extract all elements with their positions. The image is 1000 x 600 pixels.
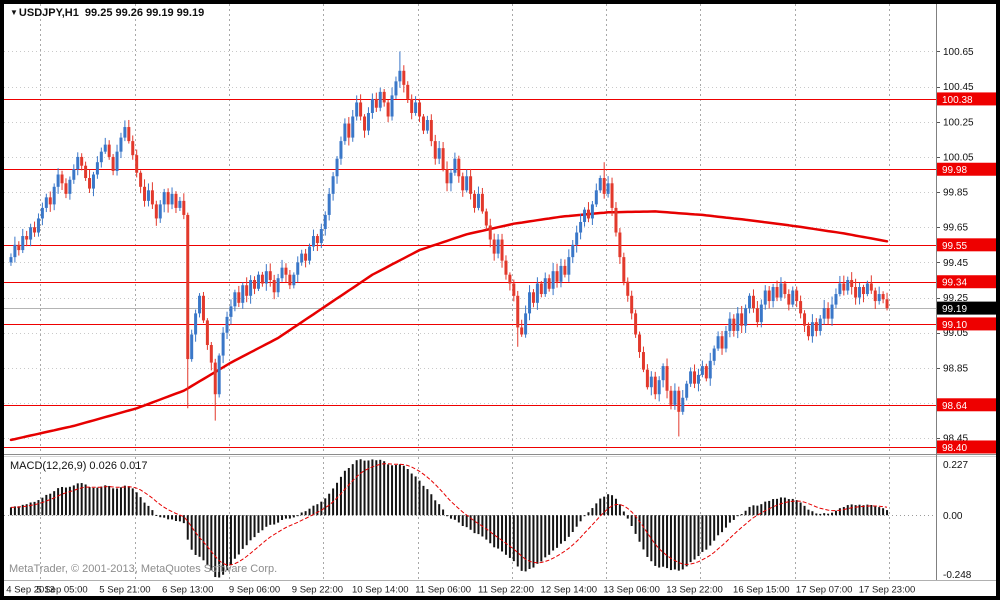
svg-text:17 Sep 07:00: 17 Sep 07:00 [796, 585, 853, 596]
macd-signal-line [10, 463, 888, 566]
svg-text:12 Sep 14:00: 12 Sep 14:00 [541, 585, 598, 596]
svg-text:11 Sep 22:00: 11 Sep 22:00 [478, 585, 534, 596]
svg-text:98.85: 98.85 [943, 363, 968, 374]
price-axis: 100.65 100.45 100.25 100.05 99.85 99.65 99.45 9… [936, 4, 996, 581]
chart-title: ▼USDJPY,H1 99.25 99.26 99.19 99.19 [10, 7, 204, 19]
svg-text:100.05: 100.05 [943, 152, 974, 163]
svg-text:13 Sep 06:00: 13 Sep 06:00 [603, 585, 660, 596]
chart-canvas[interactable]: 100.65 100.45 100.25 100.05 99.85 99.65 99.45 9… [4, 4, 996, 596]
macd-indicator-label: MACD(12,26,9) 0.026 0.017 [10, 460, 150, 472]
macd-name: MACD(12,26,9) [10, 460, 87, 472]
macd-main-value: 0.026 [89, 460, 117, 472]
svg-text:99.25: 99.25 [943, 293, 968, 304]
svg-text:9 Sep 06:00: 9 Sep 06:00 [229, 585, 280, 596]
svg-text:99.10: 99.10 [942, 320, 967, 331]
moving-average-line [9, 210, 889, 442]
svg-text:99.85: 99.85 [943, 188, 968, 199]
macd-signal-value: 0.017 [119, 460, 148, 472]
svg-text:-0.248: -0.248 [943, 570, 972, 581]
ohlc-values: 99.25 99.26 99.19 99.19 [84, 7, 205, 19]
svg-text:98.40: 98.40 [942, 443, 967, 454]
svg-text:99.45: 99.45 [943, 258, 968, 269]
svg-text:99.19: 99.19 [942, 304, 967, 315]
svg-text:9 Sep 22:00: 9 Sep 22:00 [292, 585, 343, 596]
svg-text:100.65: 100.65 [943, 47, 974, 58]
level-lines-layer [4, 99, 936, 448]
svg-text:10 Sep 14:00: 10 Sep 14:00 [352, 585, 409, 596]
svg-text:100.38: 100.38 [942, 95, 973, 106]
svg-text:98.45: 98.45 [943, 434, 968, 445]
svg-text:99.55: 99.55 [942, 241, 967, 252]
svg-text:5 Sep 05:00: 5 Sep 05:00 [36, 585, 87, 596]
copyright-text: MetaTrader, © 2001-2013, MetaQuotes Soft… [9, 563, 278, 575]
svg-text:5 Sep 21:00: 5 Sep 21:00 [99, 585, 150, 596]
svg-text:100.45: 100.45 [943, 82, 974, 93]
svg-text:99.65: 99.65 [943, 223, 968, 234]
symbol-dropdown-arrow-icon: ▼ [10, 8, 18, 17]
svg-text:16 Sep 15:00: 16 Sep 15:00 [733, 585, 790, 596]
svg-text:11 Sep 06:00: 11 Sep 06:00 [415, 585, 471, 596]
chart-window: 100.65 100.45 100.25 100.05 99.85 99.65 99.45 9… [4, 4, 996, 596]
macd-histogram [9, 459, 889, 578]
svg-text:0.00: 0.00 [943, 511, 963, 522]
svg-text:0.227: 0.227 [943, 460, 968, 471]
svg-text:98.64: 98.64 [942, 401, 967, 412]
svg-text:99.34: 99.34 [942, 278, 967, 289]
svg-text:99.98: 99.98 [942, 165, 967, 176]
svg-text:17 Sep 23:00: 17 Sep 23:00 [859, 585, 916, 596]
svg-text:100.25: 100.25 [943, 117, 974, 128]
symbol-period-label: USDJPY,H1 [18, 7, 79, 19]
svg-text:99.05: 99.05 [943, 328, 968, 339]
svg-text:4 Sep 2013: 4 Sep 2013 [6, 585, 55, 596]
candles-layer [9, 51, 889, 437]
svg-text:13 Sep 22:00: 13 Sep 22:00 [666, 585, 723, 596]
svg-text:6 Sep 13:00: 6 Sep 13:00 [162, 585, 213, 596]
